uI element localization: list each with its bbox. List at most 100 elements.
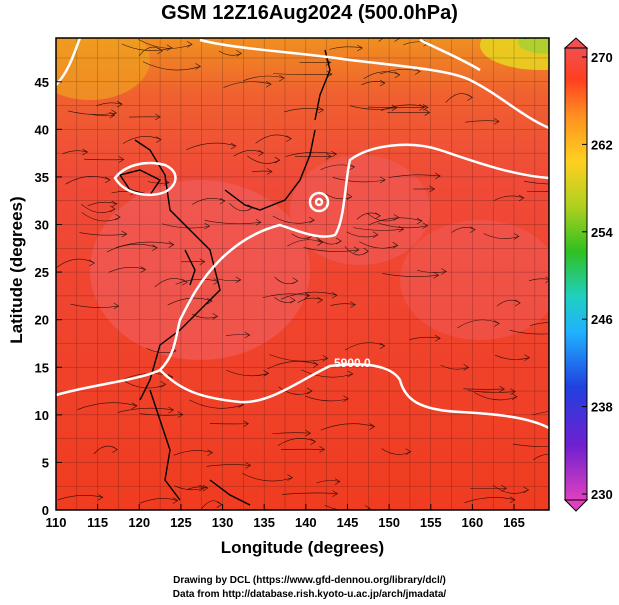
streamline <box>330 303 356 306</box>
streamline <box>533 453 549 460</box>
stream-arrow <box>113 302 120 310</box>
streamline <box>70 303 119 308</box>
streamline <box>87 201 117 207</box>
stream-arrow <box>319 446 326 453</box>
streamline <box>121 43 172 51</box>
stream-arrow <box>117 100 123 108</box>
stream-arrow <box>97 494 104 501</box>
streamline <box>139 498 178 504</box>
streamline <box>187 486 208 490</box>
stream-arrow <box>160 381 167 388</box>
streamline <box>62 150 88 155</box>
streamline <box>204 220 261 225</box>
x-tick-label: 110 <box>46 515 67 530</box>
streamline <box>474 392 518 401</box>
streamline <box>277 438 316 447</box>
streamline <box>278 386 313 395</box>
stream-arrow <box>104 176 111 184</box>
stream-arrow <box>111 200 118 208</box>
stream-arrow <box>289 296 296 304</box>
stream-arrow <box>346 193 353 200</box>
stream-arrow <box>379 79 386 87</box>
stream-arrow <box>433 271 440 279</box>
streamline <box>77 402 138 410</box>
stream-arrow <box>82 148 89 156</box>
stream-arrow <box>317 296 323 304</box>
stream-arrow <box>244 331 251 339</box>
streamline <box>174 485 205 491</box>
stream-arrow <box>414 68 421 75</box>
streamline <box>106 243 158 253</box>
stream-arrow <box>501 484 508 492</box>
stream-arrow <box>204 222 211 230</box>
streamline <box>451 227 476 233</box>
stream-arrow <box>157 47 164 55</box>
stream-arrow <box>115 213 121 221</box>
stream-arrow <box>168 241 175 248</box>
x-tick-label: 145 <box>337 515 359 530</box>
stream-arrow <box>140 266 147 273</box>
stream-arrow <box>195 63 202 70</box>
stream-arrow <box>255 218 262 226</box>
stream-arrow <box>559 188 564 194</box>
stream-arrow <box>416 217 423 225</box>
stream-arrow <box>369 423 376 430</box>
stream-arrow <box>393 214 400 221</box>
stream-arrow <box>469 226 476 233</box>
credit-dcl: Drawing by DCL (https://www.gfd-dennou.o… <box>173 575 446 586</box>
stream-arrow <box>121 230 128 238</box>
stream-arrow <box>513 233 520 240</box>
stream-arrow <box>357 44 363 52</box>
streamline <box>280 448 325 451</box>
streamline <box>325 193 352 200</box>
stream-arrow <box>557 453 562 459</box>
stream-arrow <box>511 393 518 400</box>
stream-arrow <box>422 104 429 111</box>
streamline <box>65 176 111 185</box>
colorbar: 270 262 254 246 238 230 <box>563 37 613 512</box>
stream-arrow <box>558 321 563 327</box>
stream-arrow <box>177 411 184 418</box>
map-title: GSM 12Z16Aug2024 (500.0hPa) <box>161 2 458 24</box>
stream-arrow <box>422 222 429 229</box>
stream-arrow <box>309 216 315 224</box>
x-tick-label: 165 <box>503 515 525 530</box>
streamline <box>96 102 123 107</box>
streamline <box>223 81 272 88</box>
stream-arrow <box>463 364 470 371</box>
streamline <box>512 443 549 447</box>
streamline <box>377 222 428 229</box>
colorbar-tick-label: 238 <box>591 400 613 415</box>
streamline <box>532 411 549 416</box>
x-tick-label: 120 <box>128 515 150 530</box>
streamline <box>378 38 400 42</box>
streamline <box>146 348 177 353</box>
streamline <box>388 174 441 178</box>
stream-arrow <box>131 402 138 410</box>
stream-arrow <box>230 142 237 150</box>
contour-label: 5900.0 <box>334 356 371 370</box>
streamline <box>320 164 355 170</box>
stream-arrow <box>322 354 329 362</box>
stream-arrow <box>380 176 386 184</box>
x-axis-label: Longitude (degrees) <box>220 538 385 557</box>
stream-arrow <box>207 297 213 305</box>
stream-arrow <box>353 246 360 254</box>
stream-arrow <box>109 111 116 119</box>
streamline <box>303 247 359 252</box>
streamline <box>465 120 500 123</box>
stream-arrow <box>441 268 447 275</box>
y-tick-label: 35 <box>35 170 49 185</box>
streamline <box>191 198 226 205</box>
streamline <box>175 278 219 285</box>
streamline <box>353 227 404 231</box>
stream-arrow <box>518 194 525 202</box>
stream-arrow <box>343 395 349 403</box>
streamline <box>457 319 500 329</box>
streamline <box>186 142 236 150</box>
streamline <box>509 329 549 335</box>
stream-arrow <box>493 118 500 125</box>
streamline <box>367 106 425 108</box>
streamline <box>218 50 242 56</box>
